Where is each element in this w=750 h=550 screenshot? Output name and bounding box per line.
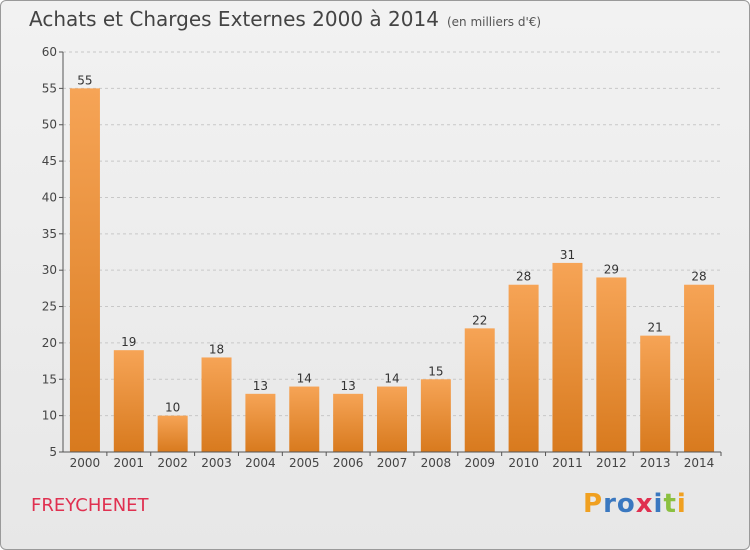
x-tick-label: 2005	[289, 456, 320, 470]
bar	[201, 357, 232, 452]
x-tick-label: 2013	[640, 456, 671, 470]
logo-letter: r	[603, 489, 617, 519]
logo-letter: i	[653, 489, 664, 519]
bar-value-label: 18	[209, 342, 224, 356]
x-tick-label: 2009	[464, 456, 495, 470]
x-tick-label: 2012	[596, 456, 627, 470]
x-tick-label: 2003	[201, 456, 232, 470]
logo-letter: o	[616, 489, 636, 519]
y-tick-label: 50	[42, 118, 57, 132]
x-tick-label: 2011	[552, 456, 583, 470]
bar	[157, 415, 188, 452]
axes: 5 10 15 20 25 30 35 40 45 50 55 60 2000 2001 2002 2003 2…	[42, 45, 722, 470]
logo-letter: P	[583, 489, 604, 519]
x-tick-label: 2007	[377, 456, 408, 470]
logo-letter: x	[635, 489, 654, 519]
y-tick-label: 15	[42, 372, 57, 386]
y-tick-label: 45	[42, 154, 57, 168]
bar	[684, 284, 715, 452]
bar	[508, 284, 539, 452]
bar-value-label: 21	[648, 321, 663, 335]
y-tick-label: 40	[42, 190, 57, 204]
bar	[245, 393, 276, 452]
x-tick-label: 2002	[157, 456, 188, 470]
bar-value-label: 31	[560, 248, 575, 262]
y-tick-label: 30	[42, 263, 57, 277]
bar-value-label: 15	[428, 364, 443, 378]
chart-title: Achats et Charges Externes 2000 à 2014 (e…	[29, 7, 541, 31]
y-tick-label: 20	[42, 336, 57, 350]
bar-value-label: 29	[604, 262, 619, 276]
x-tick-label: 2001	[114, 456, 145, 470]
bar-value-label: 13	[340, 379, 355, 393]
bar-value-label: 14	[297, 372, 312, 386]
commune-name: FREYCHENET	[31, 495, 149, 516]
x-tick-label: 2000	[70, 456, 101, 470]
logo-letter: t	[663, 489, 677, 519]
bar-value-label: 14	[384, 372, 399, 386]
bar	[289, 386, 320, 452]
chart-title-text: Achats et Charges Externes 2000 à 2014	[29, 7, 439, 31]
y-tick-label: 55	[42, 81, 57, 95]
bar-value-label: 22	[472, 313, 487, 327]
bar-value-label: 55	[77, 73, 92, 87]
proxiti-logo: Proxiti	[583, 489, 687, 519]
x-tick-label: 2004	[245, 456, 276, 470]
bar	[640, 335, 671, 452]
y-tick-label: 10	[42, 409, 57, 423]
bar	[377, 386, 407, 452]
bars: 55 19 10 18 13 14 13 14 15 22 28 31 29 21 28	[69, 73, 715, 452]
x-tick-label: 2014	[684, 456, 715, 470]
bar	[333, 393, 364, 452]
y-tick-label: 60	[42, 45, 57, 59]
y-tick-label: 35	[42, 227, 57, 241]
bar-value-label: 13	[253, 379, 268, 393]
chart-subtitle: (en milliers d'€)	[446, 15, 542, 29]
x-tick-label: 2008	[421, 456, 452, 470]
logo-letter: i	[676, 489, 687, 519]
bar	[69, 88, 100, 452]
bar-value-label: 28	[691, 270, 706, 284]
y-tick-label: 25	[42, 300, 57, 314]
y-tick-label: 5	[49, 445, 57, 459]
bar-value-label: 19	[121, 335, 136, 349]
bar	[596, 277, 627, 452]
bar-value-label: 28	[516, 270, 531, 284]
bar	[420, 379, 451, 452]
bar	[113, 350, 144, 452]
bar-value-label: 10	[165, 401, 180, 415]
bar	[464, 328, 495, 452]
x-tick-label: 2006	[333, 456, 364, 470]
bar	[552, 262, 583, 452]
x-tick-label: 2010	[508, 456, 539, 470]
